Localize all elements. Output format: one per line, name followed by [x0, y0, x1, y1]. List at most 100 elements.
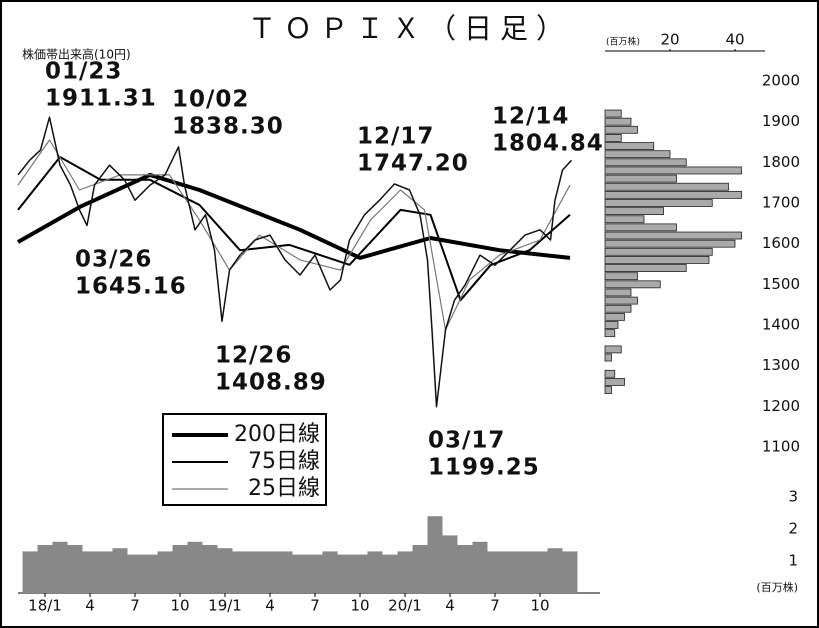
annotation-date: 03/26: [75, 247, 152, 273]
volume-bar: [322, 551, 338, 593]
volume-bar: [37, 545, 53, 593]
volume-bar: [382, 554, 398, 593]
pv-bar: [604, 166, 742, 175]
volume-bar: [442, 535, 458, 593]
volume-bar: [472, 541, 488, 593]
ma-line: [17, 139, 571, 331]
x-tick-label: 19/1: [208, 597, 242, 615]
ma-line: [17, 156, 571, 302]
legend: [162, 413, 327, 506]
x-tick-label: 18/1: [28, 597, 62, 615]
volume-bar: [112, 548, 128, 593]
pv-bar: [604, 239, 736, 248]
volume-bar: [547, 548, 563, 593]
y-tick-label: 1700: [762, 194, 800, 212]
pv-bar: [604, 158, 687, 167]
volume-tick-label: 2: [788, 520, 798, 538]
annotation-date: 01/23: [45, 59, 122, 85]
volume-bar: [457, 545, 473, 593]
pv-bar: [604, 174, 677, 183]
volume-bar: [157, 551, 173, 593]
volume-bar: [502, 551, 518, 593]
volume-bar: [397, 551, 413, 593]
pv-bar: [604, 386, 612, 394]
volume-bar: [187, 541, 203, 593]
x-tick-label: 7: [130, 597, 140, 615]
annotation-value: 1804.84: [492, 131, 604, 157]
x-tick-label: 4: [265, 597, 275, 615]
x-tick-label: 7: [490, 597, 500, 615]
volume-bar: [82, 551, 98, 593]
pv-tick-label: 40: [725, 31, 744, 49]
annotation-date: 12/26: [215, 343, 292, 369]
y-tick-label: 1600: [762, 234, 800, 252]
volume-bar: [262, 551, 278, 593]
pv-bar: [604, 117, 632, 126]
pv-bar: [604, 296, 638, 305]
volume-bar: [97, 551, 113, 593]
pv-bar: [604, 369, 616, 378]
x-tick-label: 20/1: [388, 597, 422, 615]
pv-bar: [604, 215, 645, 224]
pv-bar: [604, 190, 742, 199]
pv-bar: [604, 312, 625, 321]
y-tick-label: 1800: [762, 153, 800, 171]
annotation-date: 10/02: [172, 87, 249, 113]
y-tick-label: 1300: [762, 356, 800, 374]
annotation-value: 1911.31: [45, 86, 157, 112]
volume-bar: [517, 551, 533, 593]
y-tick-label: 1100: [762, 438, 800, 456]
annotation-value: 1645.16: [75, 274, 187, 300]
pv-bar: [604, 272, 638, 281]
pv-bar: [604, 182, 729, 191]
annotation-date: 12/17: [357, 124, 434, 150]
x-tick-label: 4: [85, 597, 95, 615]
legend-label: 200日線: [234, 422, 320, 447]
volume-bar: [217, 548, 233, 593]
x-tick-label: 7: [310, 597, 320, 615]
volume-bar: [247, 551, 263, 593]
volume-bar: [352, 554, 368, 593]
volume-bar: [337, 554, 353, 593]
volume-bar: [307, 554, 323, 593]
volume-bar: [427, 516, 443, 593]
volume-bar: [487, 551, 503, 593]
pv-bar: [604, 264, 687, 272]
volume-bar: [292, 554, 308, 593]
volume-bar: [562, 551, 578, 593]
pv-bar: [604, 150, 671, 159]
volume-bar: [232, 551, 248, 593]
pv-bar: [604, 109, 622, 118]
pv-bar: [604, 378, 625, 386]
annotation-date: 03/17: [428, 428, 505, 454]
x-tick-label: 10: [530, 597, 549, 615]
volume-unit: (百万株): [756, 580, 798, 594]
pv-bar: [604, 223, 677, 232]
volume-bar: [52, 541, 68, 593]
volume-bar: [277, 551, 293, 593]
volume-bar: [67, 545, 83, 593]
pv-bar: [604, 353, 612, 362]
annotation-value: 1199.25: [428, 455, 540, 481]
pv-title: 株価帯出来高(10円): [22, 47, 131, 62]
pv-bar: [604, 134, 622, 142]
pv-bar: [604, 142, 655, 150]
volume-bar: [412, 545, 428, 593]
pv-bar: [604, 280, 661, 289]
x-tick-label: 10: [350, 597, 369, 615]
pv-bar: [604, 321, 619, 329]
pv-bar: [604, 329, 616, 338]
annotation-value: 1747.20: [357, 151, 469, 177]
pv-bar: [604, 288, 632, 297]
pv-tick-label: 20: [660, 31, 679, 49]
y-tick-label: 2000: [762, 72, 800, 90]
pv-bar: [604, 207, 664, 216]
pv-bar: [604, 345, 622, 354]
volume-bar: [127, 554, 143, 593]
legend-label: 25日線: [248, 476, 320, 501]
volume-bar: [22, 551, 38, 593]
volume-bar: [142, 554, 158, 593]
pv-unit: (百万株): [606, 36, 640, 48]
volume-bar: [367, 551, 383, 593]
